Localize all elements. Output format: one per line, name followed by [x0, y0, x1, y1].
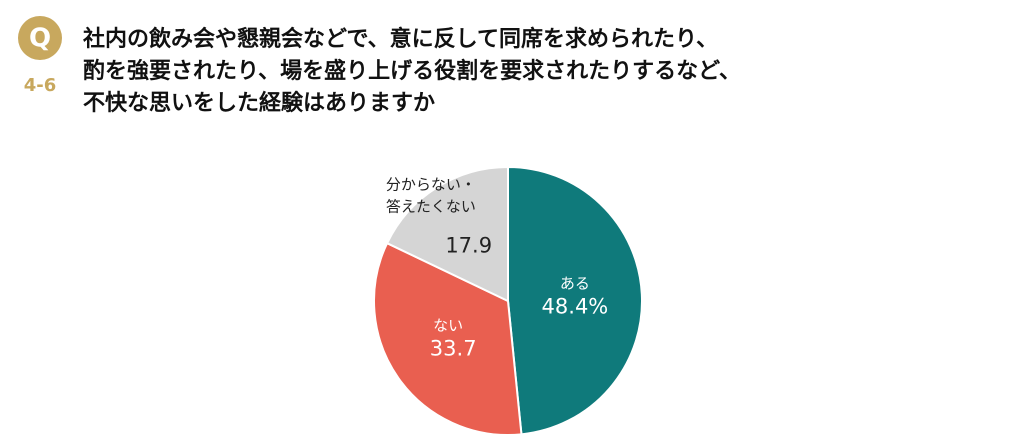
pie-slice: [373, 241, 523, 436]
value-label: 33.7: [430, 337, 477, 361]
title: 社内の飲み会や懇親会などで、意に反して同席を求められたり、酌を強要されたり、場を…: [83, 26, 741, 116]
category-label: ある: [560, 274, 590, 292]
category-label: ない: [433, 316, 463, 334]
title-line: 酌を強要されたり、場を盛り上げる役割を要求されたりするなど、: [83, 58, 741, 84]
value-label: 17.9: [445, 234, 492, 258]
value-label: 48.4%: [542, 295, 609, 319]
title-line: 社内の飲み会や懇親会などで、意に反して同席を求められたり、: [83, 26, 718, 52]
category-label: 分からない・答えたくない: [386, 175, 476, 215]
title-line: 不快な思いをした経験はありますか: [83, 90, 435, 116]
badge-circle: [18, 16, 62, 60]
pie-slice: [385, 165, 509, 303]
badge: Q: [29, 24, 51, 54]
pie-chart: ある 48.4% ない 33.7 分からない・答えたくない 17.9: [373, 165, 643, 436]
pie-slice: [507, 165, 643, 436]
question-number: 4-6: [24, 75, 57, 96]
